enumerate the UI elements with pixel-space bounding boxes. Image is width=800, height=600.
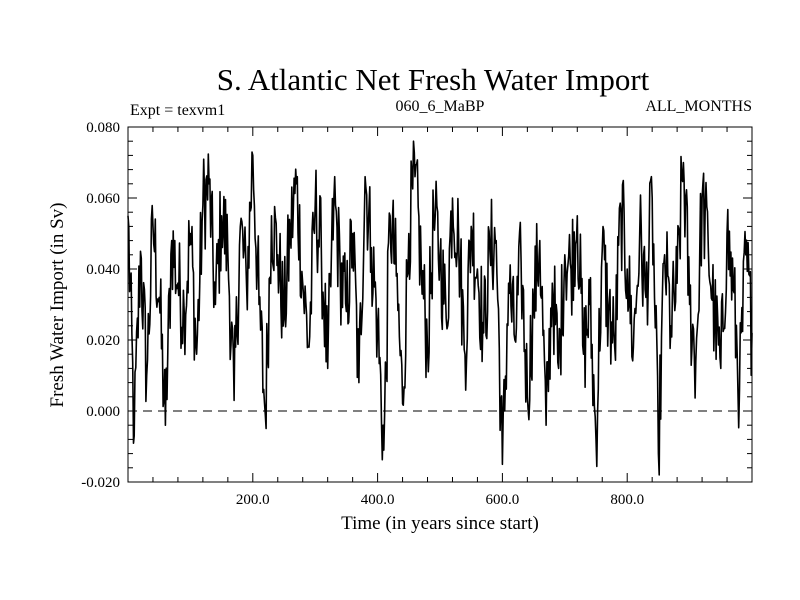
y-tick-label: -0.020 (81, 475, 120, 491)
x-axis-label: Time (in years since start) (341, 513, 539, 534)
plot-frame (127, 126, 753, 483)
y-axis-label: Fresh Water Import (in Sv) (47, 203, 68, 408)
y-tick-label: 0.000 (86, 404, 120, 420)
y-tick-label: 0.080 (86, 120, 120, 136)
x-tick-label: 400.0 (361, 492, 395, 508)
chart-title: S. Atlantic Net Fresh Water Import (217, 62, 650, 97)
subtitle-run: 060_6_MaBP (396, 98, 485, 115)
x-tick-label: 200.0 (236, 492, 270, 508)
y-tick-label: 0.060 (86, 191, 120, 207)
subtitle-experiment: Expt = texvm1 (130, 102, 225, 119)
subtitle-months: ALL_MONTHS (645, 98, 752, 115)
y-axis: -0.020 0.000 0.020 0.040 0.060 0.080 (81, 120, 752, 491)
x-tick-label: 800.0 (610, 492, 644, 508)
y-tick-label: 0.040 (86, 262, 120, 278)
x-tick-label: 600.0 (486, 492, 520, 508)
fresh-water-series-line (127, 140, 753, 476)
x-axis: 200.0 400.0 600.0 800.0 (127, 127, 753, 508)
y-tick-label: 0.020 (86, 333, 120, 349)
